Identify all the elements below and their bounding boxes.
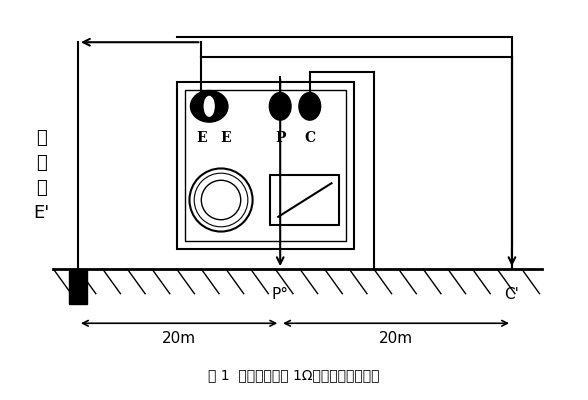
Bar: [270, 175, 339, 225]
Text: 图 1  测量大于等于 1Ω接地电阻时接线图: 图 1 测量大于等于 1Ω接地电阻时接线图: [208, 368, 380, 382]
Text: E: E: [196, 131, 206, 145]
Text: C: C: [304, 131, 315, 145]
Ellipse shape: [299, 92, 320, 120]
Text: 20m: 20m: [162, 331, 196, 346]
Circle shape: [201, 180, 240, 220]
Ellipse shape: [191, 90, 228, 122]
Circle shape: [189, 168, 253, 232]
Bar: [185, 90, 346, 242]
Ellipse shape: [269, 92, 291, 120]
Text: P°: P°: [272, 287, 289, 302]
Text: 被
测
物
E': 被 测 物 E': [34, 129, 49, 222]
Bar: [176, 82, 354, 249]
Text: C': C': [505, 287, 519, 302]
Ellipse shape: [204, 96, 214, 116]
Bar: [69, 269, 87, 304]
Text: 20m: 20m: [379, 331, 413, 346]
Text: E: E: [220, 131, 231, 145]
Text: P: P: [275, 131, 285, 145]
